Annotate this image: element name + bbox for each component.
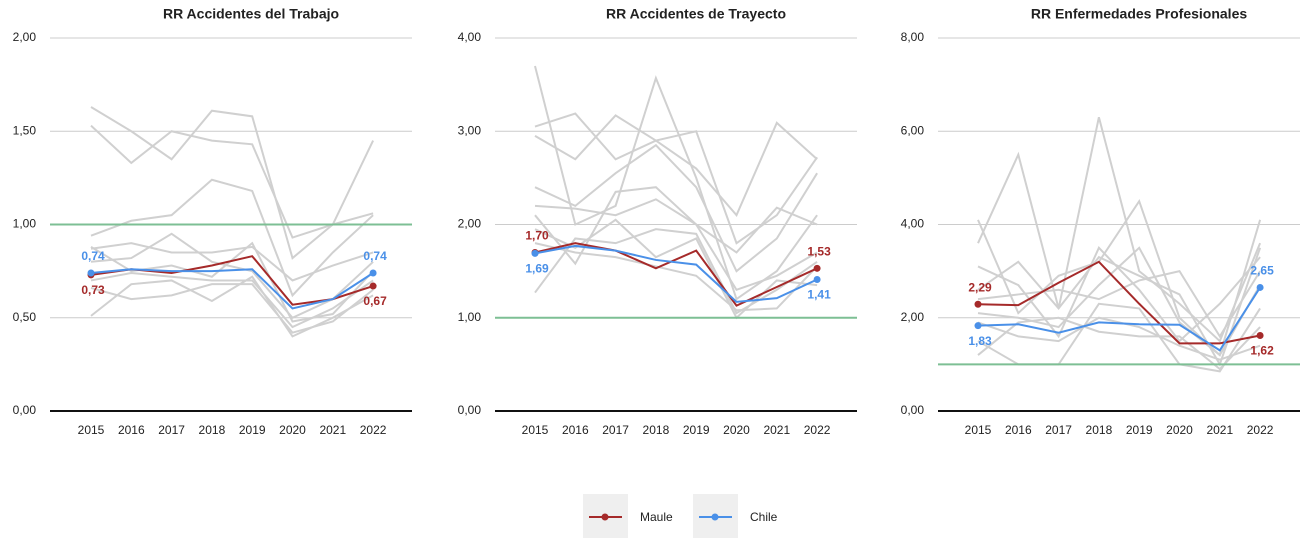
x-tick-label: 2017 (602, 423, 629, 437)
background-line (90, 178, 374, 298)
background-line (90, 106, 375, 260)
background-line (977, 117, 1262, 343)
series-line (534, 244, 818, 303)
value-label: 0,67 (363, 294, 387, 308)
y-tick-label: 4,00 (901, 217, 925, 231)
x-tick-label: 2022 (360, 423, 387, 437)
background-line (90, 242, 374, 282)
point (813, 276, 821, 284)
x-tick-label: 2018 (643, 423, 670, 437)
value-label: 1,62 (1250, 344, 1274, 358)
x-tick-label: 2021 (319, 423, 346, 437)
background-line (534, 65, 818, 301)
x-tick-label: 2019 (683, 423, 710, 437)
point (974, 300, 982, 308)
value-label: 1,41 (807, 288, 831, 302)
y-tick-label: 4,00 (458, 30, 482, 44)
legend-swatch-dot (601, 513, 609, 521)
legend: Maule Chile (583, 494, 778, 538)
legend-swatch-dot (711, 513, 719, 521)
x-tick-label: 2016 (118, 423, 145, 437)
x-tick-label: 2019 (1126, 423, 1153, 437)
value-label: 0,74 (81, 249, 105, 263)
x-tick-label: 2019 (239, 423, 266, 437)
value-label: 0,74 (363, 249, 387, 263)
y-tick-label: 6,00 (901, 123, 925, 137)
y-tick-label: 1,00 (458, 310, 482, 324)
y-tick-label: 1,50 (13, 123, 37, 137)
background-line (534, 198, 818, 254)
background-line (90, 283, 374, 334)
point (531, 249, 539, 257)
point (369, 282, 377, 290)
x-tick-label: 2015 (522, 423, 549, 437)
panel: RR Accidentes del Trabajo 0,00 0,50 1,00 1,5… (13, 6, 412, 437)
y-tick-label: 1,00 (13, 217, 37, 231)
x-tick-label: 2020 (279, 423, 306, 437)
point (87, 269, 95, 277)
background-line (534, 228, 818, 315)
y-tick-label: 2,00 (458, 217, 482, 231)
background-line (977, 246, 1261, 357)
y-tick-label: 8,00 (901, 30, 925, 44)
x-tick-label: 2016 (1005, 423, 1032, 437)
background-line (534, 112, 818, 245)
background-line (534, 242, 818, 312)
chart-title: RR Accidentes del Trabajo (163, 6, 339, 22)
value-label: 1,70 (525, 229, 549, 243)
background-line (90, 271, 374, 329)
x-tick-label: 2018 (1086, 423, 1113, 437)
point (813, 264, 821, 272)
y-tick-label: 0,00 (458, 403, 482, 417)
x-tick-label: 2015 (78, 423, 105, 437)
legend-label: Maule (640, 510, 673, 524)
point (1256, 283, 1264, 291)
background-line (534, 143, 818, 273)
background-line (977, 269, 1261, 339)
series-line (977, 260, 1261, 345)
x-tick-label: 2021 (1206, 423, 1233, 437)
y-tick-label: 2,00 (13, 30, 37, 44)
series-line (534, 242, 818, 307)
x-tick-label: 2017 (1045, 423, 1072, 437)
background-line (90, 275, 374, 338)
point (974, 322, 982, 330)
x-tick-label: 2022 (804, 423, 831, 437)
x-tick-label: 2018 (199, 423, 226, 437)
chart-title: RR Accidentes de Trayecto (606, 6, 786, 22)
panel: RR Enfermedades Profesionales 0,00 2,00 4,0… (901, 6, 1300, 437)
background-line (90, 124, 374, 239)
value-label: 1,83 (968, 334, 992, 348)
x-tick-label: 2015 (965, 423, 992, 437)
chart-title: RR Enfermedades Profesionales (1031, 6, 1248, 22)
value-label: 2,29 (968, 280, 992, 294)
value-label: 2,65 (1250, 264, 1274, 278)
point (369, 269, 377, 277)
value-label: 0,73 (81, 283, 105, 297)
background-line (90, 232, 374, 319)
legend-label: Chile (750, 510, 778, 524)
x-tick-label: 2020 (723, 423, 750, 437)
value-label: 1,53 (807, 244, 831, 258)
x-tick-label: 2021 (763, 423, 790, 437)
panel: RR Accidentes de Trayecto 0,00 1,00 2,00 3,0… (458, 6, 857, 437)
x-tick-label: 2017 (158, 423, 185, 437)
x-tick-label: 2022 (1247, 423, 1274, 437)
series-line (977, 286, 1261, 352)
x-tick-label: 2020 (1166, 423, 1193, 437)
background-line (534, 218, 818, 320)
y-tick-label: 0,50 (13, 310, 37, 324)
x-tick-label: 2016 (562, 423, 589, 437)
series-line (90, 268, 374, 310)
point (1256, 331, 1264, 339)
background-line (534, 114, 818, 218)
value-label: 1,69 (525, 262, 549, 276)
y-tick-label: 0,00 (13, 403, 37, 417)
background-line (534, 186, 818, 291)
y-tick-label: 2,00 (901, 310, 925, 324)
y-tick-label: 0,00 (901, 403, 925, 417)
y-tick-label: 3,00 (458, 123, 482, 137)
